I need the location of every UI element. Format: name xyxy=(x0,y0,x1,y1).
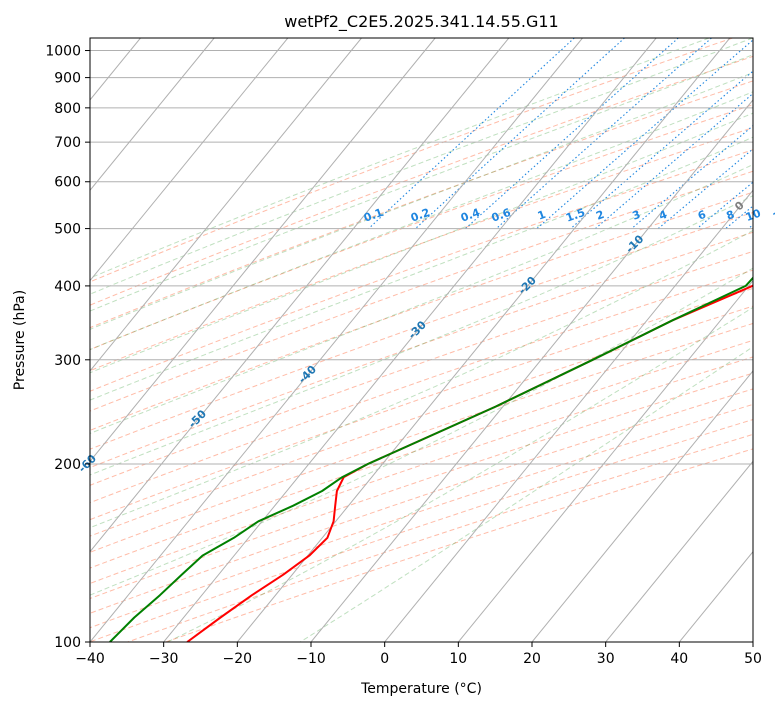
moist-adiabat xyxy=(90,54,753,312)
isotherm xyxy=(236,38,731,642)
profiles xyxy=(109,276,753,642)
y-tick-label: 900 xyxy=(54,71,81,87)
x-tick-label: −20 xyxy=(223,651,253,667)
isotherm xyxy=(90,38,583,642)
y-tick-label: 1000 xyxy=(45,44,81,60)
x-tick-label: 50 xyxy=(744,651,762,667)
mixing-ratio-label: 4 xyxy=(657,208,669,223)
y-tick-label: 200 xyxy=(54,457,81,473)
isotherm xyxy=(90,38,289,282)
axes-ticks: −40 −30 −20 −10 0 10 20 30 40 5010020030040050060… xyxy=(45,44,762,668)
mixing-ratio-label: 1.5 xyxy=(564,206,587,225)
grid xyxy=(90,50,753,642)
dewpoint-profile xyxy=(109,276,753,642)
dry-adiabat xyxy=(90,339,753,569)
chart-title: wetPf2_C2E5.2025.341.14.55.G11 xyxy=(284,12,558,32)
mixing-ratio-label: 0.2 xyxy=(409,206,432,225)
x-axis-label: Temperature (°C) xyxy=(360,681,482,697)
isotherm xyxy=(457,279,753,642)
x-tick-label: −30 xyxy=(149,651,179,667)
isotherm xyxy=(310,99,753,642)
isotherm xyxy=(163,38,657,642)
dry-adiabat xyxy=(90,231,753,469)
isotherm xyxy=(90,38,510,553)
dry-adiabat xyxy=(90,287,753,521)
isotherm xyxy=(90,38,362,372)
moist-adiabat xyxy=(90,72,753,330)
isotherm xyxy=(90,38,436,463)
mixing-ratio-label: 13 xyxy=(771,207,775,224)
x-tick-label: −40 xyxy=(75,651,105,667)
dry-adiabat xyxy=(90,170,753,412)
dry-adiabat xyxy=(90,55,753,306)
x-tick-label: 10 xyxy=(449,651,467,667)
mixing-ratio-line xyxy=(536,39,753,230)
x-tick-label: 30 xyxy=(597,651,615,667)
y-tick-label: 700 xyxy=(54,135,81,151)
dry-adiabat xyxy=(90,356,753,584)
dry-adiabat xyxy=(90,322,753,553)
moist-adiabat xyxy=(299,346,753,642)
dry-adiabat xyxy=(90,38,733,283)
moist-adiabat xyxy=(90,38,710,279)
dry-adiabats xyxy=(90,38,753,642)
mixing-ratio-label: 0.6 xyxy=(490,206,513,225)
x-tick-label: −10 xyxy=(296,651,326,667)
dry-adiabat xyxy=(90,388,753,614)
mixing-ratio-label: 2 xyxy=(594,208,606,223)
moist-adiabat xyxy=(90,136,753,401)
dry-adiabat xyxy=(90,305,753,537)
mixing-ratio-label: 0.1 xyxy=(362,206,385,225)
moist-adiabat xyxy=(90,267,753,596)
mixing-ratio-line xyxy=(465,38,679,230)
mixing-ratio-line xyxy=(415,38,625,230)
isotherm xyxy=(605,460,753,642)
moist-adiabat xyxy=(90,112,753,374)
isotherm xyxy=(531,370,753,642)
mixing-ratio-label: 1 xyxy=(536,208,548,223)
mixing-ratio-line xyxy=(631,124,753,230)
mixing-ratio-line xyxy=(595,92,753,230)
dry-adiabat xyxy=(90,372,753,600)
x-tick-label: 40 xyxy=(670,651,688,667)
plot-area xyxy=(90,38,753,642)
dry-adiabat xyxy=(90,149,753,392)
moist-adiabat xyxy=(90,164,753,434)
x-tick-label: 0 xyxy=(380,651,389,667)
x-tick-label: 20 xyxy=(523,651,541,667)
mixing-ratio-line xyxy=(368,38,575,230)
y-tick-label: 300 xyxy=(54,353,81,369)
moist-adiabats xyxy=(90,38,753,642)
dry-adiabat xyxy=(90,269,753,504)
y-tick-label: 100 xyxy=(54,635,81,651)
mixing-ratio-label: 8 xyxy=(725,208,737,223)
y-tick-label: 600 xyxy=(54,175,81,191)
y-tick-label: 500 xyxy=(54,222,81,238)
y-axis-label: Pressure (hPa) xyxy=(12,290,28,390)
dry-adiabat xyxy=(90,250,753,486)
y-tick-label: 400 xyxy=(54,279,81,295)
dry-adiabat xyxy=(90,104,753,351)
plot-frame xyxy=(89,37,754,643)
mixing-ratio-lines xyxy=(368,38,753,230)
isotherm xyxy=(90,38,215,192)
mixing-ratio-label: 6 xyxy=(696,208,708,223)
isotherms xyxy=(90,38,753,642)
mixing-ratio-label: 0.4 xyxy=(459,206,482,225)
y-tick-label: 800 xyxy=(54,101,81,117)
mixing-ratio-label: 3 xyxy=(631,208,643,223)
mixing-ratio-line xyxy=(696,181,753,230)
moist-adiabat xyxy=(90,91,753,351)
